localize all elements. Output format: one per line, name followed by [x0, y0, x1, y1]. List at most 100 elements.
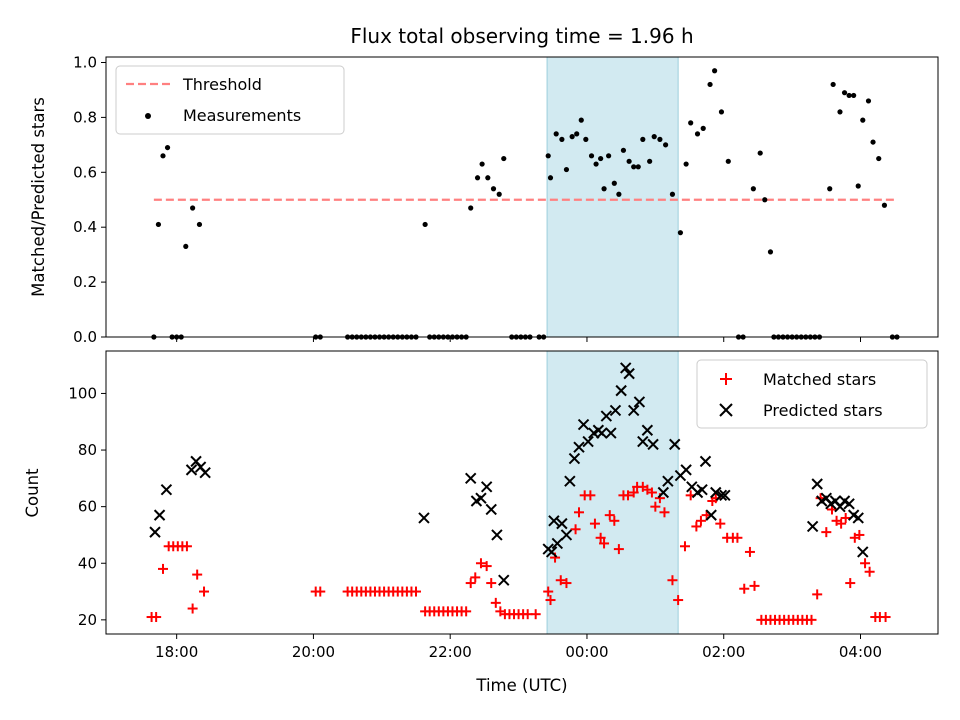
- matched-point: [880, 612, 891, 623]
- predicted-point: [657, 486, 670, 499]
- ratio-y-tick-label: 0.0: [73, 328, 97, 346]
- predicted-point: [564, 475, 576, 487]
- matched-point: [187, 603, 198, 614]
- predicted-point: [596, 427, 608, 439]
- measurement-point: [855, 183, 861, 189]
- matched-point: [555, 575, 566, 586]
- matched-point: [157, 563, 168, 574]
- measurement-point: [837, 109, 843, 115]
- predicted-point: [582, 435, 594, 448]
- predicted-point: [160, 483, 173, 496]
- ratio-observing-window: [546, 56, 679, 338]
- measurement-point: [563, 166, 570, 173]
- predicted-point: [551, 537, 564, 550]
- predicted-point: [633, 396, 646, 408]
- measurement-point: [547, 175, 554, 181]
- predicted-point: [485, 503, 497, 516]
- matched-point: [192, 569, 203, 580]
- matched-point: [864, 566, 875, 577]
- ratio-y-tick-label: 0.2: [73, 273, 97, 291]
- measurement-point: [626, 158, 632, 164]
- matched-point: [151, 612, 162, 623]
- measurement-point: [851, 92, 857, 99]
- measurement-point: [757, 150, 763, 156]
- measurement-point: [876, 155, 882, 162]
- matched-point: [732, 532, 743, 543]
- measurement-point: [725, 158, 731, 164]
- predicted-legend-label: Predicted stars: [763, 401, 883, 420]
- measurement-point: [651, 134, 657, 140]
- measurement-point: [683, 161, 689, 167]
- matched-point: [845, 578, 856, 589]
- predicted-point: [573, 441, 585, 453]
- ratio-legend: Threshold Measurements: [115, 65, 345, 135]
- predicted-point: [480, 481, 493, 493]
- count-y-tick-label: 100: [68, 384, 97, 402]
- matched-point: [836, 518, 847, 529]
- measurement-point: [479, 161, 485, 167]
- measurement-point: [183, 243, 189, 250]
- predicted-point: [696, 483, 708, 496]
- predicted-point: [843, 498, 855, 510]
- matched-point: [486, 578, 497, 589]
- matched-point: [749, 580, 760, 591]
- ratio-y-tick-label: 1.0: [73, 53, 97, 71]
- ratio-y-axis-label: Matched/Predicted stars: [29, 97, 48, 297]
- predicted-point: [620, 362, 632, 374]
- predicted-point: [465, 472, 477, 485]
- measurement-point: [881, 202, 888, 208]
- predicted-point: [637, 435, 649, 448]
- matched-point: [854, 529, 865, 540]
- x-tick-label: 20:00: [292, 643, 335, 661]
- matched-point: [812, 589, 823, 600]
- matched-point: [695, 515, 706, 526]
- measurement-point: [694, 131, 701, 137]
- predicted-point: [149, 526, 161, 538]
- measurement-point: [155, 221, 162, 228]
- measurement-point: [616, 191, 622, 197]
- matched-point: [545, 595, 556, 606]
- predicted-point: [153, 509, 166, 521]
- measurement-point: [688, 120, 694, 126]
- matched-point: [589, 518, 600, 529]
- measurement-point: [860, 117, 866, 123]
- x-tick-label: 04:00: [839, 643, 882, 661]
- matched-point: [199, 586, 210, 597]
- matched-point: [599, 538, 610, 549]
- measurement-point: [830, 81, 836, 88]
- predicted-point: [545, 546, 558, 558]
- matched-point: [570, 524, 581, 535]
- threshold-legend-label: Threshold: [182, 75, 262, 94]
- matched-point: [595, 532, 606, 543]
- measurement-point: [485, 175, 491, 181]
- measurement-point: [553, 131, 559, 137]
- predicted-point: [662, 475, 674, 487]
- measurement-point: [707, 81, 713, 88]
- predicted-point: [418, 512, 430, 524]
- predicted-legend-marker: [719, 403, 733, 417]
- measurements-legend-label: Measurements: [183, 106, 301, 125]
- measurement-point: [598, 155, 604, 162]
- measurement-point: [712, 68, 718, 74]
- matched-point: [573, 507, 584, 518]
- measurement-point: [160, 153, 166, 159]
- figure-title: Flux total observing time = 1.96 h: [350, 24, 693, 48]
- x-tick-label: 00:00: [565, 643, 608, 661]
- predicted-point: [615, 384, 627, 397]
- predicted-point: [705, 509, 717, 521]
- measurement-point: [762, 197, 768, 203]
- measurement-point: [569, 134, 575, 140]
- predicted-point: [498, 574, 510, 586]
- matched-point: [481, 561, 492, 572]
- measurement-point: [677, 230, 684, 236]
- predicted-point: [641, 424, 654, 436]
- measurement-point: [663, 142, 669, 148]
- predicted-point: [710, 486, 722, 499]
- count-axes-frame: [105, 350, 939, 635]
- x-tick-label: 18:00: [155, 643, 198, 661]
- measurement-point: [164, 144, 171, 151]
- matched-point: [609, 515, 620, 526]
- matched-point: [622, 490, 633, 501]
